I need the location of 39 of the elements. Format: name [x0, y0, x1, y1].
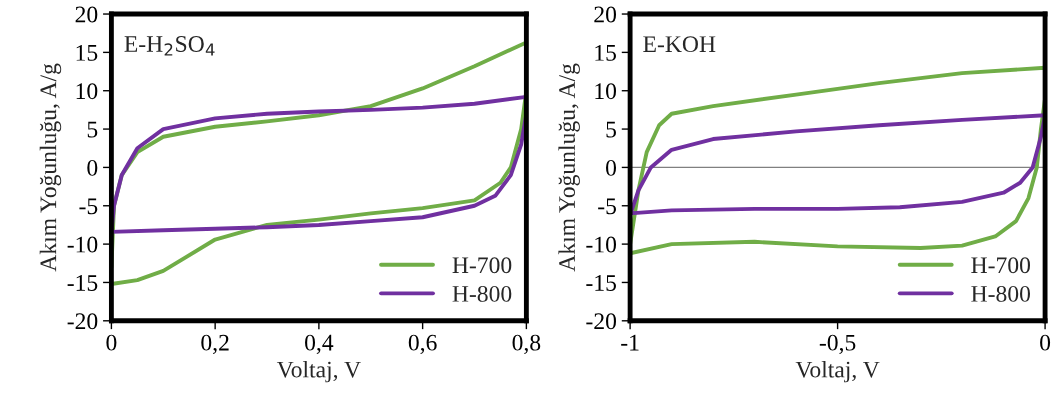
y-tick-label: 5 — [606, 121, 616, 138]
y-tick-label: 5 — [87, 121, 98, 138]
line-series — [630, 113, 1046, 217]
y-tick-label: 0 — [606, 159, 617, 176]
x-tick-label: 0 — [106, 334, 117, 351]
y-axis-title: Akım Yoğunluğu, A/g — [558, 63, 580, 272]
x-tick-label: 0,8 — [512, 334, 541, 355]
x-axis-title: Voltaj, V — [795, 360, 880, 383]
annotation: E-KOH — [643, 36, 716, 53]
y-tick-label: -5 — [79, 198, 98, 215]
line-series — [630, 65, 1046, 256]
x-tick-label: -0,5 — [819, 334, 856, 355]
y-tick-label: 15 — [76, 44, 98, 61]
x-axis-title: Voltaj, V — [276, 360, 361, 383]
y-tick-label: 0 — [87, 159, 98, 176]
y-tick-label: 20 — [75, 6, 98, 23]
legend-label: H-700 — [452, 257, 512, 274]
y-tick-label: 15 — [595, 44, 616, 61]
y-tick-label: -20 — [586, 313, 617, 330]
y-tick-label: 10 — [595, 83, 617, 100]
y-tick-label: -10 — [67, 236, 98, 253]
legend-label: H-700 — [971, 257, 1031, 274]
x-tick-label: 0 — [1040, 334, 1051, 351]
y-axis-title: Akım Yoğunluğu, A/g — [39, 63, 62, 272]
legend-label: H-800 — [452, 285, 512, 302]
y-tick-label: 20 — [594, 6, 617, 23]
y-tick-label: -20 — [67, 313, 98, 330]
x-tick-label: 0,6 — [408, 334, 437, 355]
y-tick-label: -5 — [598, 198, 616, 215]
y-tick-label: -15 — [67, 275, 98, 291]
x-tick-label: 0,4 — [305, 334, 334, 355]
y-tick-label: 10 — [76, 83, 98, 100]
annotation: E-H$_{2}$SO$_{4}$ — [124, 36, 215, 56]
x-tick-label: -1 — [621, 334, 639, 351]
line-series — [111, 94, 527, 235]
legend-label: H-800 — [971, 285, 1031, 302]
y-tick-label: -15 — [586, 275, 616, 291]
y-tick-label: -10 — [586, 236, 617, 253]
x-tick-label: 0,2 — [201, 334, 229, 355]
